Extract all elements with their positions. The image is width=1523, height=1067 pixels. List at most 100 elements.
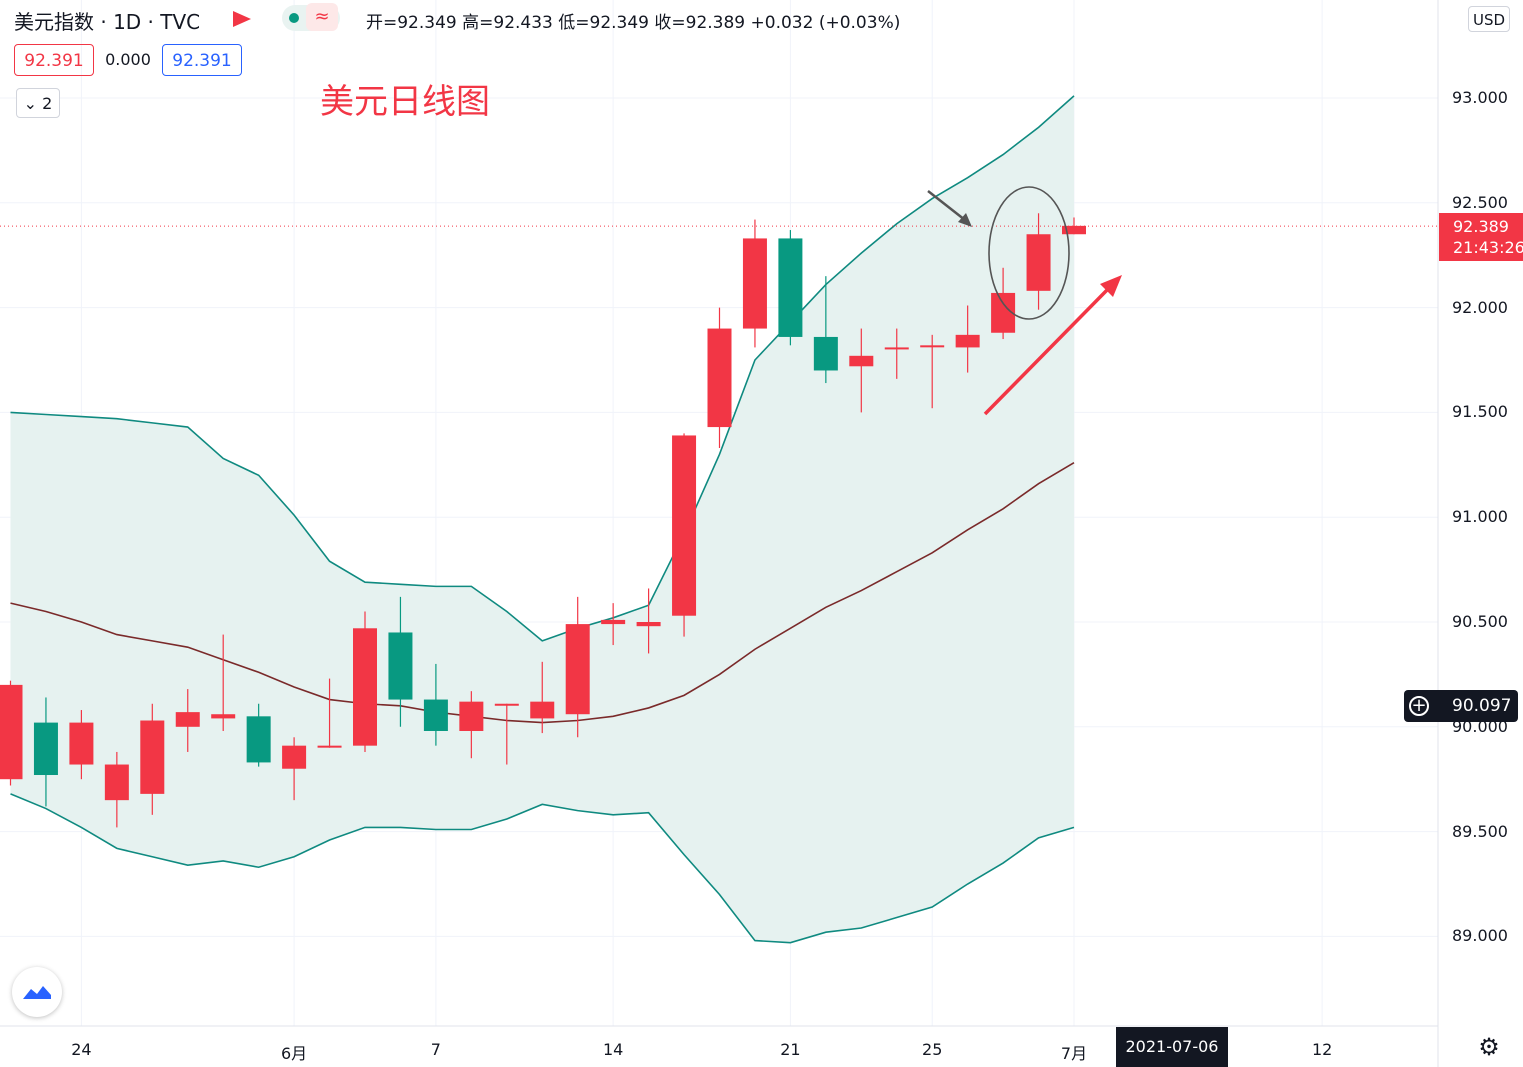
spread-value: 0.000: [105, 50, 151, 69]
candle: [813, 276, 838, 384]
time-axis-label: 21: [780, 1040, 801, 1059]
candle: [353, 611, 377, 752]
candle-body: [211, 714, 236, 719]
time-axis-label: 14: [602, 1040, 624, 1059]
candle-body: [459, 701, 484, 731]
candle: [211, 634, 236, 731]
candle: [707, 307, 732, 449]
highlight-ellipse: [988, 186, 1070, 320]
candles: [0, 213, 1086, 828]
candle-body: [672, 435, 697, 616]
time-axis-label: 25: [922, 1040, 943, 1059]
indicator-count: 2: [42, 94, 53, 113]
candle: [920, 334, 945, 409]
currency-button[interactable]: USD: [1468, 6, 1510, 32]
candle: [672, 433, 697, 637]
buy-button[interactable]: 92.391: [162, 44, 242, 76]
bollinger-lower-line: [10, 793, 1075, 944]
candle: [140, 703, 165, 815]
settings-gear-icon[interactable]: ⚙: [1478, 1033, 1500, 1061]
sell-button[interactable]: 92.391: [14, 44, 94, 76]
candle: [530, 661, 555, 734]
red-arrow-head: [1100, 275, 1122, 297]
candle: [1026, 213, 1051, 310]
last-price-value: 92.389: [1453, 217, 1509, 236]
candle: [494, 703, 519, 765]
candle-body: [707, 328, 732, 428]
candle-body: [884, 347, 909, 350]
candle-body: [69, 722, 94, 765]
candle: [601, 603, 626, 646]
candle: [175, 689, 200, 752]
candle: [104, 751, 129, 828]
candle: [388, 596, 413, 727]
price-axis-label: 91.500: [1452, 402, 1508, 422]
candle: [282, 737, 307, 801]
red-arrow-line: [983, 285, 1112, 416]
candle-body: [1062, 225, 1086, 235]
ohlc-readout: 开=92.349 高=92.433 低=92.349 收=92.389 +0.0…: [366, 13, 901, 33]
candle-body: [33, 722, 58, 776]
candle: [778, 230, 803, 346]
candle-body: [601, 619, 626, 625]
time-axis-label: 24: [71, 1040, 92, 1059]
candle-body: [175, 712, 200, 727]
bollinger-upper-line: [10, 95, 1075, 642]
candle: [246, 703, 271, 767]
grey-arrow-line: [927, 190, 966, 221]
candle-body: [813, 336, 838, 371]
candle-body: [742, 238, 767, 329]
last-price-tag: 92.389 21:43:26: [1439, 213, 1523, 261]
candle: [317, 678, 342, 748]
price-axis-label: 89.500: [1452, 821, 1508, 841]
chevron-down-icon: ⌄: [23, 94, 38, 113]
candle: [636, 588, 661, 654]
flag-icon[interactable]: [233, 11, 251, 27]
candle-body: [246, 716, 271, 763]
symbol-title[interactable]: 美元指数 · 1D · TVC: [14, 10, 201, 34]
time-axis-label: 7: [430, 1040, 441, 1059]
wave-icon[interactable]: ≈: [306, 3, 338, 31]
candle: [884, 328, 909, 379]
time-axis-label: 7月: [1060, 1044, 1088, 1063]
candle: [849, 328, 874, 413]
candle-body: [0, 684, 23, 780]
price-axis-label: 89.000: [1452, 926, 1508, 946]
tradingview-logo-icon[interactable]: [12, 967, 62, 1017]
time-axis-label: 12: [1311, 1040, 1333, 1059]
candle-body: [565, 624, 590, 715]
candle-body: [317, 745, 342, 748]
market-open-icon: [289, 13, 299, 23]
price-axis-label: 93.000: [1452, 88, 1508, 107]
candle: [1062, 217, 1086, 235]
candle: [33, 697, 58, 807]
candle: [565, 596, 590, 738]
crosshair-icon[interactable]: +: [1409, 696, 1429, 716]
bollinger-fill-area: [10, 95, 1074, 943]
grey-arrow-head: [958, 213, 972, 227]
candle-body: [530, 701, 555, 719]
candle-body: [1026, 234, 1051, 291]
candle-body: [920, 345, 945, 348]
candle-body: [140, 720, 165, 794]
indicators-collapse-button[interactable]: ⌄ 2: [16, 88, 60, 118]
candle: [0, 680, 23, 786]
annotations: [0, 186, 1438, 416]
countdown-timer: 21:43:26: [1453, 238, 1523, 257]
candle-body: [778, 238, 803, 337]
price-axis-label: 92.000: [1452, 297, 1508, 317]
candle-body: [282, 745, 307, 769]
candle-body: [353, 628, 377, 746]
crosshair-date-tag: 2021-07-06: [1116, 1027, 1228, 1067]
candle: [69, 710, 94, 780]
candle-body: [104, 764, 129, 801]
candle-body: [636, 622, 661, 627]
bollinger-band-fill: [10, 95, 1074, 943]
candle-body: [849, 355, 874, 367]
time-axis-label: 6月: [281, 1044, 308, 1063]
candle: [459, 691, 484, 759]
price-axis-label: 91.000: [1452, 507, 1508, 527]
candle: [742, 219, 767, 348]
candle: [423, 663, 448, 746]
